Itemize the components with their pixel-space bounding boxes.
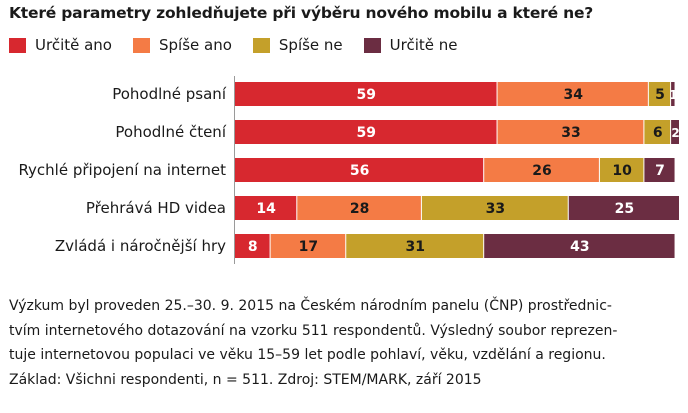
data-label-rather-yes: 17	[299, 239, 318, 255]
note-line: Základ: Všichni respondenti, n = 511. Zd…	[9, 371, 482, 388]
data-label-rather-yes: 34	[563, 87, 583, 103]
data-label-definitely-no: 1	[669, 88, 677, 102]
category-label-comfortable-reading: Pohodlné čtení	[115, 123, 226, 141]
methodology-note: Výzkum byl proveden 25.–30. 9. 2015 na Č…	[9, 294, 681, 392]
bar-segment-rather-yes	[297, 196, 421, 220]
legend-item-definitely-no: Určitě ne	[363, 36, 458, 54]
data-label-definitely-no: 7	[655, 163, 665, 179]
category-axis-line	[234, 76, 235, 264]
data-label-rather-yes: 26	[532, 163, 551, 179]
bar-segment-definitely-yes	[235, 82, 497, 106]
category-label-demanding-games: Zvládá i náročnější hry	[54, 237, 226, 255]
note-line: tvím internetového dotazování na vzorku …	[9, 322, 618, 339]
legend-swatch-definitely-yes	[9, 37, 26, 53]
data-label-definitely-no: 25	[615, 201, 634, 217]
bar-segment-definitely-no	[644, 158, 675, 182]
bar-segment-definitely-yes	[235, 158, 484, 182]
data-label-rather-no: 10	[612, 163, 632, 179]
legend: Určitě ano Spíše ano Spíše ne Určitě ne	[9, 36, 479, 54]
chart-title: Které parametry zohledňujete při výběru …	[9, 4, 594, 22]
legend-item-rather-no: Spíše ne	[252, 36, 343, 54]
legend-item-definitely-yes: Určitě ano	[9, 36, 112, 54]
data-label-definitely-yes: 56	[350, 163, 369, 179]
bar-segment-rather-yes	[497, 120, 644, 144]
data-label-rather-no: 31	[405, 239, 424, 255]
bar-segment-rather-yes	[270, 234, 346, 258]
data-label-definitely-yes: 14	[256, 201, 276, 217]
data-label-rather-no: 6	[653, 125, 663, 141]
data-label-rather-yes: 33	[561, 125, 580, 141]
legend-label-rather-no: Spíše ne	[278, 36, 343, 54]
note-line: tuje internetovou populaci ve věku 15–59…	[9, 347, 606, 363]
bar-segment-rather-no	[346, 234, 484, 258]
data-label-definitely-no: 2	[671, 126, 679, 140]
bar-segment-rather-no	[421, 196, 568, 220]
category-label-hd-video: Přehrává HD videa	[85, 199, 226, 217]
bar-segment-definitely-yes	[235, 120, 497, 144]
chart-plot-area: 59 34 5 1 59 33 6 2 56 26 10 7 14 28 33 25 8 17 31 43	[235, 82, 680, 258]
legend-swatch-definitely-no	[363, 37, 381, 53]
data-label-rather-no: 33	[486, 201, 505, 217]
bar-segment-definitely-yes	[235, 196, 297, 220]
bar-segment-definitely-yes	[235, 234, 270, 258]
bar-segment-rather-no	[648, 82, 671, 106]
bar-segment-definitely-no	[671, 82, 675, 106]
data-label-definitely-no: 43	[570, 239, 589, 255]
bar-segment-definitely-no	[568, 196, 679, 220]
category-label-comfortable-typing: Pohodlné psaní	[112, 85, 226, 103]
note-line: Výzkum byl proveden 25.–30. 9. 2015 na Č…	[9, 298, 612, 314]
data-label-rather-yes: 28	[350, 201, 369, 217]
data-label-definitely-yes: 8	[248, 239, 258, 255]
data-label-rather-no: 5	[655, 87, 665, 103]
legend-label-definitely-no: Určitě ne	[389, 36, 458, 54]
bar-segment-rather-yes	[497, 82, 648, 106]
bar-segment-definitely-no	[671, 120, 679, 144]
legend-swatch-rather-no	[252, 37, 270, 53]
bar-segment-rather-no	[599, 158, 644, 182]
data-label-definitely-yes: 59	[357, 125, 376, 141]
legend-label-definitely-yes: Určitě ano	[35, 36, 112, 54]
bar-segment-definitely-no	[484, 234, 675, 258]
bar-segment-rather-no	[644, 120, 671, 144]
bar-segment-rather-yes	[484, 158, 599, 182]
legend-label-rather-yes: Spíše ano	[159, 36, 232, 54]
data-label-definitely-yes: 59	[357, 87, 376, 103]
legend-item-rather-yes: Spíše ano	[133, 36, 232, 54]
category-label-fast-internet: Rychlé připojení na internet	[18, 161, 226, 179]
legend-swatch-rather-yes	[133, 37, 150, 53]
